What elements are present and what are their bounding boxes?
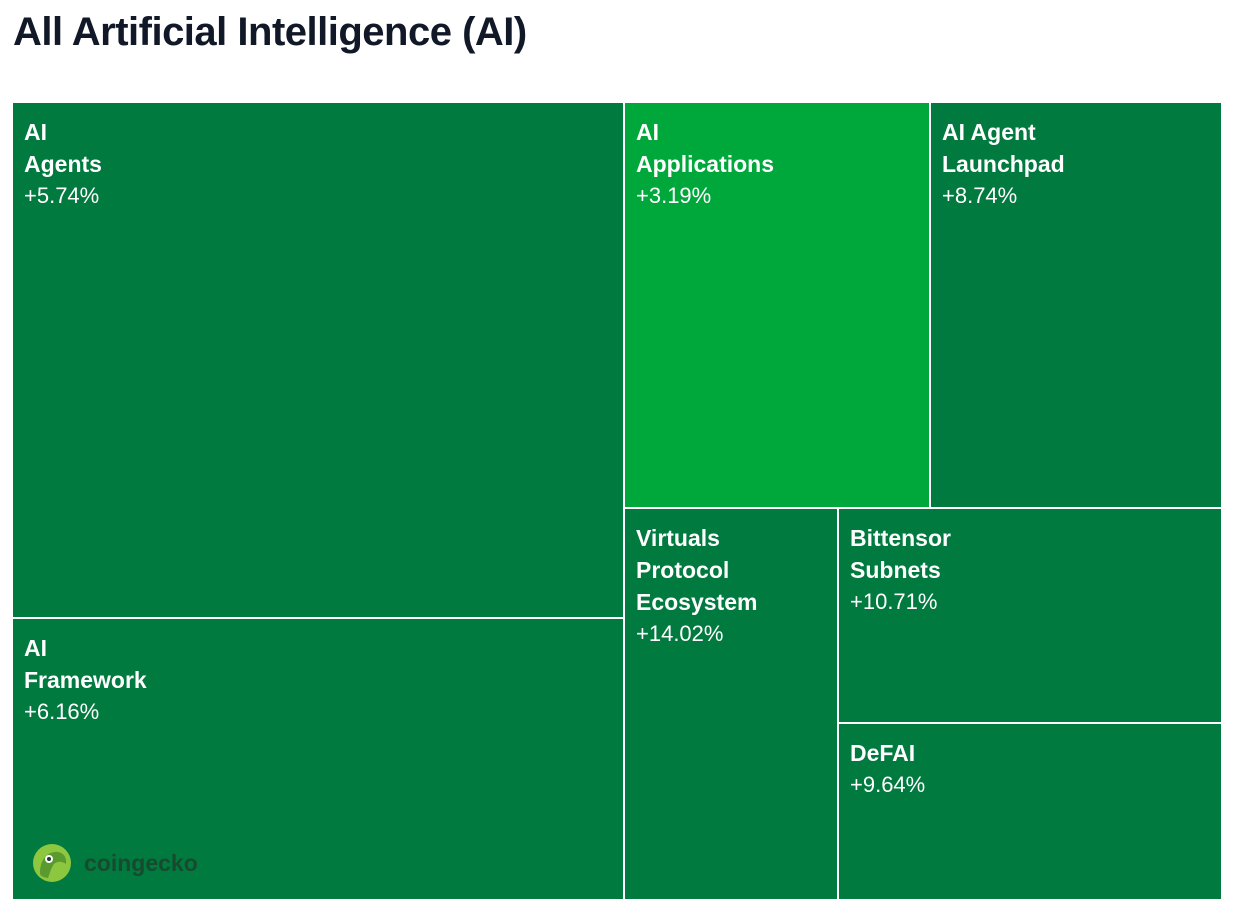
tile-name: AI Framework [24,632,623,696]
treemap-tile[interactable]: AI Applications +3.19% [625,103,929,507]
tile-name-line: Applications [636,151,775,177]
treemap: AI Agents +5.74% AI Framework +6.16% AI Applica… [12,102,1222,900]
tile-name-line: AI [24,635,47,661]
tile-name: DeFAI [850,737,1221,769]
tile-name-line: Agents [24,151,102,177]
tile-name-line: Protocol [636,557,730,583]
brand-watermark: coingecko [32,843,198,883]
treemap-tile[interactable]: AI Agent Launchpad +8.74% [931,103,1221,507]
tile-name-line: DeFAI [850,740,916,766]
tile-name-line: Bittensor [850,525,951,551]
tile-name: AI Agent Launchpad [942,116,1221,180]
tile-name-line: Framework [24,667,147,693]
tile-name: AI Agents [24,116,623,180]
tile-name-line: Ecosystem [636,589,758,615]
tile-change: +10.71% [850,589,938,614]
tile-name-line: AI [24,119,47,145]
tile-name: AI Applications [636,116,929,180]
gecko-logo-icon [33,844,71,882]
tile-name-line: AI Agent [942,119,1036,145]
treemap-tile[interactable]: Virtuals Protocol Ecosystem +14.02% [625,509,837,899]
tile-name-line: Launchpad [942,151,1065,177]
treemap-tile[interactable]: Bittensor Subnets +10.71% [839,509,1221,722]
tile-name: Virtuals Protocol Ecosystem [636,522,837,618]
tile-change: +9.64% [850,772,926,797]
treemap-tile[interactable]: AI Agents +5.74% [13,103,623,617]
tile-name: Bittensor Subnets [850,522,1221,586]
tile-change: +8.74% [942,183,1018,208]
tile-change: +14.02% [636,621,724,646]
chart-title: All Artificial Intelligence (AI) [13,10,527,54]
treemap-tile[interactable]: DeFAI +9.64% [839,724,1221,899]
tile-name-line: Virtuals [636,525,720,551]
tile-change: +6.16% [24,699,100,724]
tile-name-line: Subnets [850,557,941,583]
treemap-tile[interactable]: AI Framework +6.16% [13,619,623,899]
tile-change: +5.74% [24,183,100,208]
brand-name: coingecko [84,849,198,876]
tile-change: +3.19% [636,183,712,208]
tile-name-line: AI [636,119,659,145]
